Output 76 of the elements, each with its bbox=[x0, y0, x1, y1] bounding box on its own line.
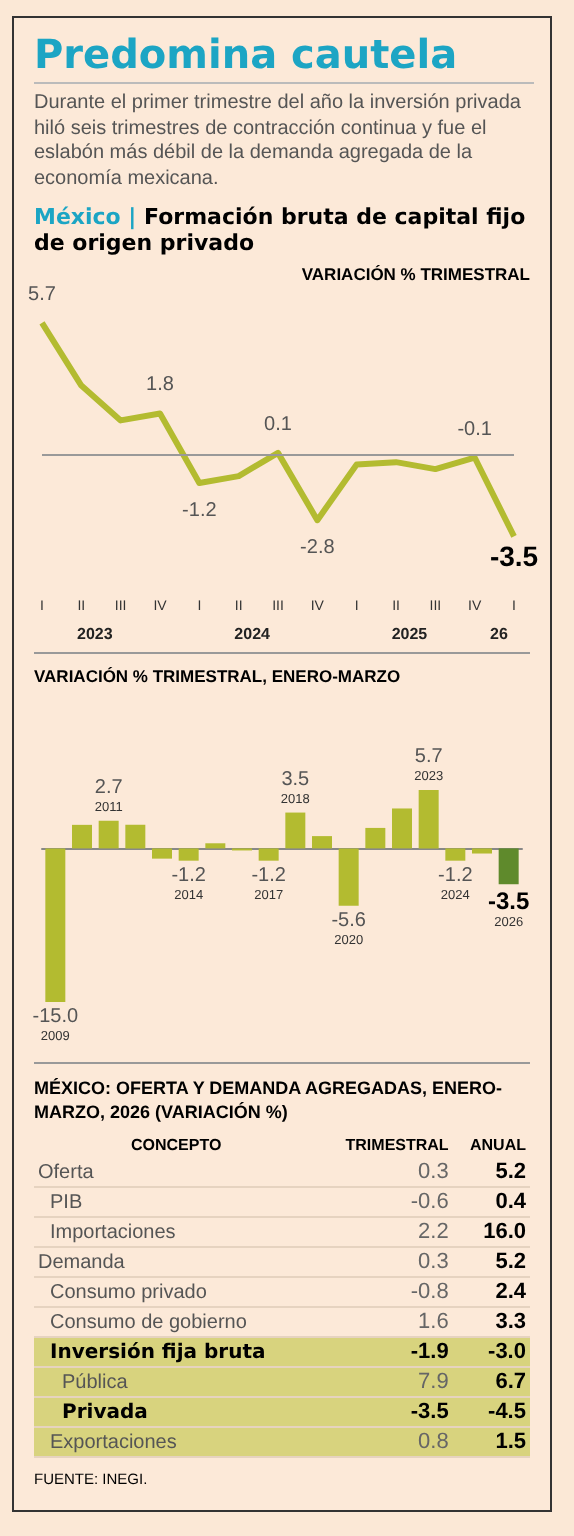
category-label: Privada bbox=[60, 1399, 150, 1427]
data-label: -4.5 bbox=[486, 1398, 528, 1427]
data-label: 0.1 bbox=[264, 413, 293, 436]
data-label: -5.6 bbox=[331, 909, 367, 932]
category-label: Consumo privado bbox=[48, 1279, 209, 1307]
bar bbox=[205, 843, 226, 849]
category-label: Importaciones bbox=[48, 1219, 178, 1247]
data-label: 5.7 bbox=[414, 746, 444, 769]
chart-subtitle: Durante el primer trimestre del año la inversión privada hiló seis trimestres de contracción continua y fue el eslabón más débil de la demanda agregada de la economía mexicana. bbox=[34, 92, 523, 192]
data-label: 2.4 bbox=[493, 1278, 528, 1307]
bar bbox=[418, 790, 439, 849]
category-label: Oferta bbox=[36, 1159, 96, 1187]
data-label: -0.1 bbox=[457, 418, 493, 441]
data-label: 0.3 bbox=[416, 1158, 451, 1187]
data-label: -3.0 bbox=[486, 1338, 528, 1367]
bar bbox=[72, 824, 92, 849]
bar bbox=[498, 848, 519, 885]
y-axis-title: VARIACIÓN % TRIMESTRAL bbox=[299, 264, 530, 284]
data-label: 1.6 bbox=[416, 1308, 451, 1337]
data-label: 1.8 bbox=[146, 374, 175, 397]
data-label: 5.7 bbox=[28, 283, 57, 306]
bar bbox=[98, 820, 119, 849]
data-label: -0.6 bbox=[408, 1188, 451, 1217]
data-label: -1.2 bbox=[171, 864, 207, 887]
bar bbox=[365, 827, 386, 849]
data-label: -3.5 bbox=[489, 540, 539, 573]
category-label: Exportaciones bbox=[48, 1429, 179, 1457]
bar bbox=[258, 848, 279, 861]
text: TRIMESTRAL bbox=[343, 1134, 451, 1158]
data-label: -1.2 bbox=[438, 864, 474, 887]
bar bbox=[338, 848, 359, 906]
text: 2025 bbox=[391, 625, 429, 643]
text: 26 bbox=[490, 625, 509, 643]
text: ANUAL bbox=[468, 1134, 528, 1158]
bar bbox=[125, 824, 146, 849]
data-label: -1.2 bbox=[182, 500, 218, 523]
data-label: -0.8 bbox=[408, 1278, 451, 1307]
data-label: 2.2 bbox=[416, 1218, 451, 1247]
category-label: Pública bbox=[60, 1369, 130, 1397]
category-label: Demanda bbox=[36, 1249, 127, 1277]
data-label: 0.8 bbox=[416, 1428, 451, 1457]
data-label: 1.5 bbox=[493, 1428, 528, 1457]
bar bbox=[45, 848, 66, 1002]
data-label: 0.3 bbox=[416, 1248, 451, 1277]
bar bbox=[312, 836, 332, 849]
bar bbox=[152, 848, 172, 859]
data-label: -1.2 bbox=[251, 864, 287, 887]
data-label: 16.0 bbox=[481, 1218, 528, 1247]
data-label: 6.7 bbox=[493, 1368, 528, 1397]
data-label: 2.7 bbox=[94, 776, 124, 799]
data-label: -3.5 bbox=[487, 887, 530, 916]
text: CONCEPTO bbox=[129, 1134, 224, 1158]
category-label: PIB bbox=[48, 1189, 85, 1217]
data-label: 3.3 bbox=[493, 1308, 528, 1337]
data-label: 3.5 bbox=[281, 768, 311, 791]
bar bbox=[285, 812, 306, 849]
bar bbox=[445, 848, 466, 861]
text: 2024 bbox=[234, 625, 272, 643]
data-label: -15.0 bbox=[32, 1006, 79, 1028]
data-label: -2.8 bbox=[300, 537, 336, 560]
bar bbox=[178, 848, 199, 861]
data-label: 5.2 bbox=[493, 1248, 528, 1277]
chart-title: Predomina cautela bbox=[34, 30, 534, 84]
data-label: 7.9 bbox=[416, 1368, 451, 1397]
text: México | Formación bruta de capital fijo de origen privado bbox=[34, 204, 526, 256]
category-label: Inversión fija bruta bbox=[48, 1339, 268, 1367]
category-label: Consumo de gobierno bbox=[48, 1309, 249, 1337]
bar bbox=[472, 848, 492, 854]
data-label: 0.4 bbox=[493, 1188, 528, 1217]
chart-title: VARIACIÓN % TRIMESTRAL, ENERO-MARZO bbox=[34, 666, 403, 686]
text: MÉXICO: OFERTA Y DEMANDA AGREGADAS, ENERO-MARZO, 2026 (VARIACIÓN %) bbox=[34, 1076, 505, 1124]
data-label: -1.9 bbox=[408, 1338, 451, 1367]
bar bbox=[392, 808, 412, 849]
text: 2023 bbox=[77, 625, 114, 643]
data-label: 5.2 bbox=[493, 1158, 528, 1187]
data-label: -3.5 bbox=[408, 1398, 451, 1427]
